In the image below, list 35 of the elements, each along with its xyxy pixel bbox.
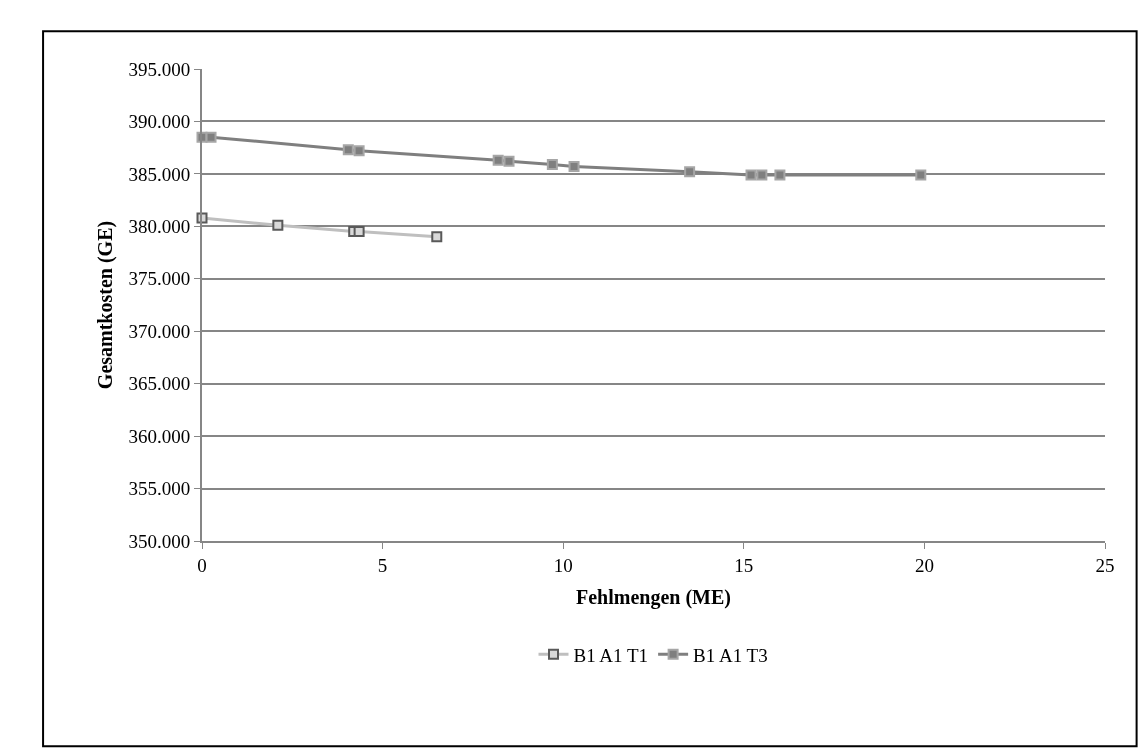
y-tick-label: 355.000 <box>128 478 191 500</box>
point <box>774 169 786 181</box>
point <box>272 219 284 231</box>
legend-label: B1 A1 T1 <box>573 644 649 666</box>
y-tick-label: 390.000 <box>128 111 191 133</box>
point <box>503 155 515 167</box>
x-tick-label: 5 <box>377 554 388 576</box>
y-tick-label: 385.000 <box>128 163 191 185</box>
point <box>546 158 558 170</box>
y-tick-label: 375.000 <box>128 268 191 290</box>
x-tick-label: 20 <box>914 554 934 576</box>
point <box>342 144 354 156</box>
y-tick-label: 360.000 <box>128 425 191 447</box>
point <box>492 154 504 166</box>
point <box>915 169 927 181</box>
point <box>745 169 757 181</box>
y-tick-label: 380.000 <box>128 215 191 237</box>
x-tick-label: 25 <box>1095 554 1115 576</box>
point <box>205 131 217 143</box>
x-axis-title: Fehlmengen (ME) <box>576 585 731 609</box>
y-tick-label: 365.000 <box>128 373 191 395</box>
y-axis-title: Gesamtkosten (GE) <box>94 220 118 390</box>
point <box>431 231 443 243</box>
point <box>353 145 365 157</box>
point <box>353 226 365 238</box>
x-tick-label: 10 <box>553 554 573 576</box>
point <box>684 166 696 178</box>
y-tick-label: 370.000 <box>128 320 191 342</box>
x-tick-label: 0 <box>197 554 207 576</box>
y-tick-label: 395.000 <box>128 58 191 80</box>
y-tick-label: 350.000 <box>128 530 191 552</box>
point <box>568 161 580 173</box>
point <box>756 169 768 181</box>
legend-label: B1 A1 T3 <box>693 644 768 666</box>
x-tick-label: 15 <box>734 554 754 576</box>
